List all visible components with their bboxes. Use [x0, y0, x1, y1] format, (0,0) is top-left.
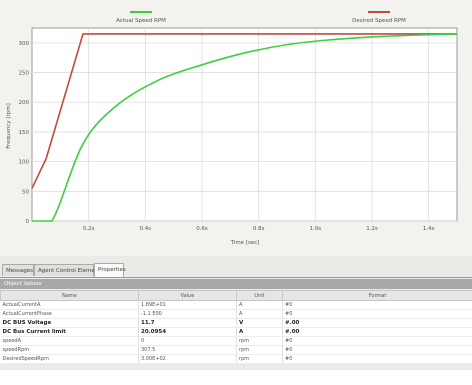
cell-value: 20.0954	[138, 327, 237, 337]
cell-name: DC Bus Current limit	[0, 327, 139, 337]
cell-format: #0	[282, 336, 472, 346]
x-tick-label: 0.4s	[140, 226, 152, 232]
x-tick-label: 1.0s	[310, 226, 322, 232]
table-row[interactable]: DesiredSpeedRpm 3.00E+02 rpm #0	[0, 354, 472, 364]
x-axis-ticks: 0.2s 0.4s 0.6s 0.8s 1.0s 1.2s 1.4s	[83, 226, 435, 232]
table-row[interactable]: DC Bus Current limit 20.0954 A #.00	[0, 327, 472, 337]
tab-messages[interactable]: Messages	[2, 264, 34, 276]
table-body: ActualCurrentA 1.89E+01 A #0 ActualCurrentPh…	[0, 300, 472, 364]
cell-unit: rpm	[236, 336, 283, 346]
x-axis-label: Time [sec]	[230, 240, 260, 246]
speed-chart: Actual Speed RPM Desired Speed RPM 300 25…	[6, 11, 458, 246]
cell-name: speedA	[0, 336, 139, 346]
y-tick-label: 250	[19, 71, 30, 77]
tab-agent-control-elements[interactable]: Agent Control Elements	[34, 264, 103, 276]
table-row[interactable]: DC BUS Voltage 11.7 V #.00	[0, 318, 472, 328]
y-axis-ticks: 300 250 200 150 100 50 0	[19, 41, 30, 225]
column-header-name[interactable]: Name	[0, 290, 139, 301]
cell-unit: V	[236, 318, 283, 328]
cell-value: 1.89E+01	[138, 300, 237, 310]
series-line-desired-speed	[31, 33, 457, 189]
x-tick-label: 0.6s	[196, 226, 208, 232]
bottom-tab-bar: Messages Agent Control Elements Properti…	[0, 262, 472, 278]
table-row[interactable]: ActualCurrentA 1.89E+01 A #0	[0, 300, 472, 310]
cell-value: 307.5	[138, 345, 237, 355]
cell-name: DesiredSpeedRpm	[0, 354, 139, 364]
y-tick-label: 50	[22, 189, 29, 195]
cell-unit: rpm	[236, 354, 283, 364]
cell-name: ActualCurrentA	[0, 300, 139, 310]
table-row[interactable]: speedRpm 307.5 rpm #0	[0, 345, 472, 355]
y-tick-label: 150	[19, 130, 30, 136]
cell-unit: A	[236, 309, 283, 319]
plot-area	[31, 27, 458, 222]
legend-actual-label: Actual Speed RPM	[116, 18, 166, 24]
cell-name: DC BUS Voltage	[0, 318, 139, 328]
cell-format: #.00	[282, 318, 472, 328]
cell-unit: rpm	[236, 345, 283, 355]
tab-properties[interactable]: Properties	[94, 263, 126, 277]
cell-format: #0	[282, 309, 472, 319]
table-row[interactable]: ActualCurrentPhase -1.1 E00 A #0	[0, 309, 472, 319]
table-row[interactable]: speedA 0 rpm #0	[0, 336, 472, 346]
column-header-format[interactable]: Format	[282, 290, 472, 301]
table-header-row: Name Value Unit Format	[0, 290, 472, 301]
y-axis-label: Frequency [rpm]	[6, 103, 12, 149]
cell-value: 0	[138, 336, 237, 346]
cell-name: speedRpm	[0, 345, 139, 355]
cell-format: #0	[282, 300, 472, 310]
x-tick-label: 0.2s	[83, 226, 95, 232]
cell-format: #0	[282, 354, 472, 364]
column-header-unit[interactable]: Unit	[236, 290, 283, 301]
panel-title: Object Values	[0, 279, 472, 289]
column-header-value[interactable]: Value	[138, 290, 237, 301]
cell-name: ActualCurrentPhase	[0, 309, 139, 319]
cell-value: 3.00E+02	[138, 354, 237, 364]
cell-value: 11.7	[138, 318, 237, 328]
y-tick-label: 300	[19, 41, 30, 47]
speed-chart-panel: Actual Speed RPM Desired Speed RPM 300 25…	[6, 11, 458, 246]
cell-unit: A	[236, 327, 283, 337]
y-tick-label: 100	[19, 160, 30, 166]
table-empty-area	[0, 370, 472, 385]
legend-desired-label: Desired Speed RPM	[352, 18, 406, 24]
cell-format: #.00	[282, 327, 472, 337]
object-values-table: Name Value Unit Format ActualCurrentA 1.8…	[0, 290, 472, 364]
cell-format: #0	[282, 345, 472, 355]
y-tick-label: 200	[19, 100, 30, 106]
cell-value: -1.1 E00	[138, 309, 237, 319]
y-tick-label: 0	[26, 219, 30, 225]
chart-series	[31, 33, 458, 222]
x-tick-label: 1.2s	[366, 226, 378, 232]
grid-lines	[32, 28, 457, 222]
x-tick-label: 1.4s	[423, 226, 435, 232]
series-line-actual-speed	[32, 33, 458, 222]
cell-unit: A	[236, 300, 283, 310]
x-tick-label: 0.8s	[253, 226, 265, 232]
